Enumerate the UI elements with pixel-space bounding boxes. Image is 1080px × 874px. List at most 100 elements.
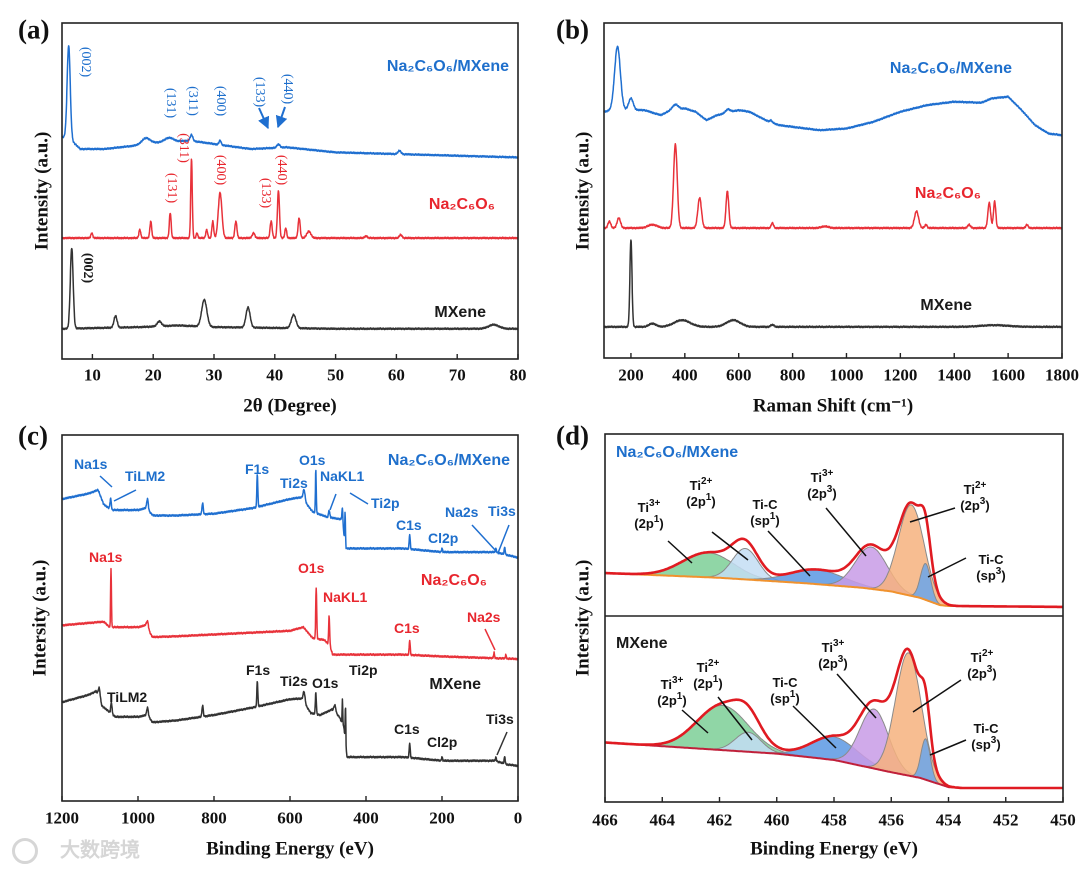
series-line-1-0 [603, 45, 1063, 137]
orbital-close: ) [659, 516, 664, 532]
series-label-c-composite: Na₂C₆O₆/MXene [387, 452, 510, 469]
component-label: Ti-C (sp3) [976, 552, 1005, 585]
ion: Ti [660, 677, 672, 692]
panel-label-d: (d) [556, 420, 589, 451]
leader-nakl1-blue [329, 493, 337, 511]
x-tick-label: 464 [649, 810, 676, 830]
x-tick-label: 70 [448, 365, 466, 385]
leader-d1-2 [767, 530, 811, 577]
x-tick-label: 600 [277, 808, 303, 828]
x-tick-label: 400 [672, 365, 698, 385]
orbital-index: 1 [712, 674, 719, 686]
ion: Ti [963, 482, 975, 497]
x-tick-label: 600 [725, 365, 752, 385]
orbital-index: 3 [837, 654, 844, 666]
peak-label: O1s [298, 560, 325, 576]
peak-label: C1s [394, 620, 420, 636]
orbital: (2p [686, 494, 706, 510]
hkl-label: (440) [274, 154, 289, 186]
component-label: Ti3+ (2p3) [807, 469, 836, 503]
x-tick-label: 1000 [121, 808, 155, 828]
orbital: (2p [967, 666, 987, 682]
series-line-2-2 [61, 680, 519, 768]
orbital-close: ) [992, 666, 997, 682]
leader-d2-2 [792, 705, 837, 749]
x-tick-label: 456 [878, 810, 905, 830]
leader-d2-3 [836, 673, 877, 719]
peak-label: O1s [299, 452, 326, 468]
hkl-label: (002) [80, 252, 95, 284]
x-axis-title-a: 2θ (Degree) [243, 395, 337, 417]
ion: Ti-C [772, 675, 798, 690]
charge: 2+ [700, 476, 713, 487]
component-label: Ti3+ (2p1) [634, 499, 664, 533]
envelope-line [605, 647, 1063, 790]
ion: Ti [970, 650, 982, 665]
leader-d2-5 [929, 739, 967, 756]
x-tick-label: 400 [353, 808, 379, 828]
ion: Ti [810, 470, 822, 485]
leader-d1-5 [927, 557, 967, 578]
orbital-index: 3 [979, 496, 986, 508]
orbital: (2p [960, 498, 980, 514]
leader-na1s-blue [99, 475, 113, 488]
hkl-label: (400) [213, 154, 228, 186]
x-tick-label: 458 [821, 810, 847, 830]
peak-label: Ti3s [486, 711, 514, 727]
orbital-index: 1 [653, 514, 660, 526]
y-axis-title-b: Intensity (a.u.) [572, 131, 594, 251]
peak-label: Ti2s [280, 475, 308, 491]
series-label-b-composite: Na₂C₆O₆/MXene [889, 60, 1012, 77]
x-tick-label: 80 [509, 365, 527, 385]
subplot-label-mxene: MXene [616, 635, 668, 652]
orbital-close: ) [1001, 568, 1006, 584]
charge: 3+ [671, 675, 684, 686]
x-tick-label: 50 [327, 365, 345, 385]
peak-label: Na1s [74, 456, 108, 472]
leader-d1-4 [909, 507, 956, 523]
x-tick-label: 1800 [1045, 365, 1079, 385]
series-line-1-2 [603, 239, 1063, 329]
orbital: (2p [818, 656, 838, 672]
charge: 2+ [974, 480, 987, 491]
x-tick-label: 452 [993, 810, 1019, 830]
peak-label: TiLM2 [107, 689, 148, 705]
series-label-b-na2c6o6: Na₂C₆O₆ [914, 185, 981, 202]
peak-label: NaKL1 [323, 589, 368, 605]
orbital: (2p [657, 693, 677, 709]
series-label-a-na2c6o6: Na₂C₆O₆ [428, 196, 495, 213]
peak-label: Ti2p [349, 662, 378, 678]
series-label-b-mxene: MXene [920, 297, 972, 314]
orbital-close: ) [711, 494, 716, 510]
x-tick-label: 1600 [991, 365, 1026, 385]
arrow-440 [275, 106, 288, 129]
orbital-index: 1 [769, 511, 776, 523]
orbital-close: ) [843, 656, 848, 672]
x-tick-label: 1000 [829, 365, 864, 385]
peak-label: Ti3s [488, 503, 516, 519]
x-tick-label: 1200 [883, 365, 918, 385]
leader-na2s-red [484, 628, 496, 651]
watermark: 大数跨境 [12, 838, 140, 864]
peak-label: Na2s [445, 504, 479, 520]
ion: Ti [821, 640, 833, 655]
orbital-close: ) [985, 498, 990, 514]
leader-d2-0 [681, 709, 709, 734]
panel-label-b: (b) [556, 14, 589, 45]
subplot-label-composite: Na₂C₆O₆/MXene [616, 444, 739, 461]
orbital-index: 3 [986, 664, 993, 676]
peak-label: F1s [245, 461, 270, 477]
component-label: Ti3+ (2p3) [818, 638, 848, 673]
y-axis-title-d: Intersity (a.u.) [572, 559, 594, 677]
orbital-close: ) [996, 737, 1001, 753]
hkl-label: (400) [213, 85, 228, 117]
peak-label: Ti2p [371, 495, 400, 511]
charge: 3+ [832, 638, 845, 649]
series-line-0-0 [61, 45, 519, 159]
peak-label: O1s [312, 675, 339, 691]
x-tick-label: 450 [1050, 810, 1076, 830]
peak-label: TiLM2 [125, 468, 166, 484]
x-tick-label: 20 [144, 365, 162, 385]
watermark-text: 大数跨境 [60, 839, 140, 862]
